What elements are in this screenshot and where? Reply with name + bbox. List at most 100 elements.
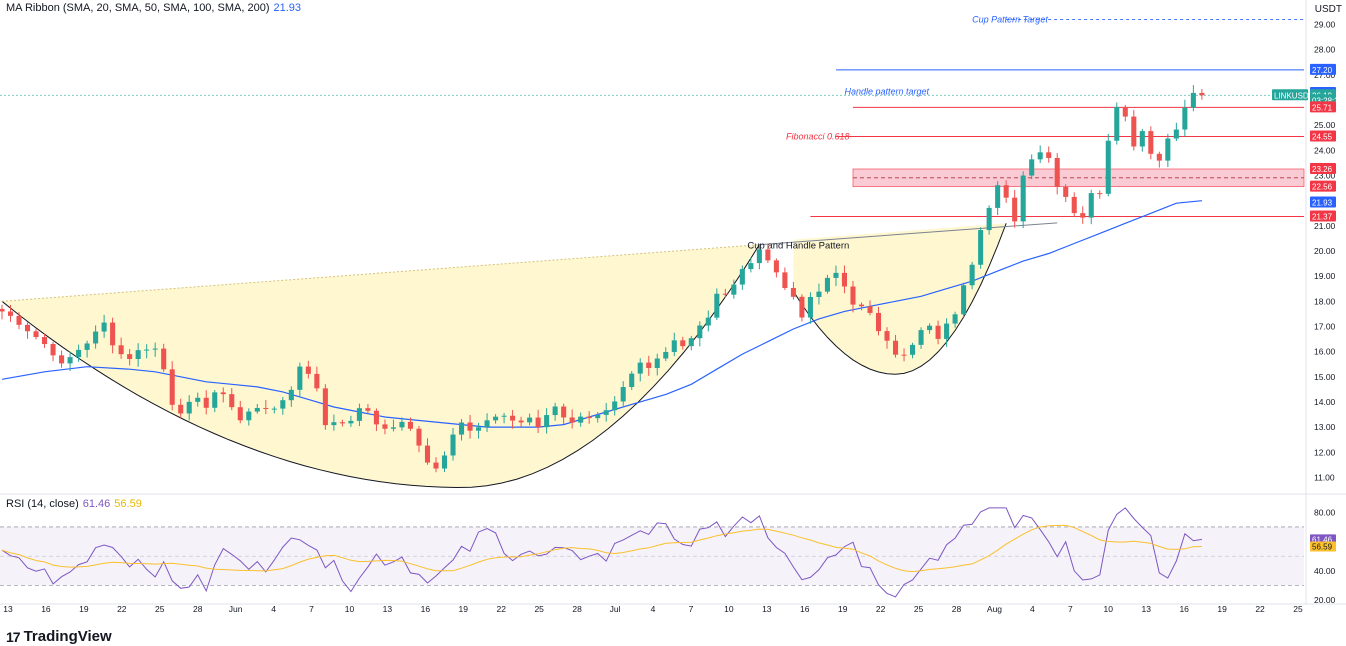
time-axis-label: 28: [952, 604, 962, 614]
candle-body: [680, 340, 686, 347]
candle-body: [407, 421, 414, 429]
candle-body: [867, 306, 873, 313]
candle-body: [314, 373, 320, 389]
candle-body: [773, 260, 779, 273]
candle-body: [654, 358, 660, 368]
candle-body: [263, 407, 269, 409]
ma-ribbon-legend[interactable]: MA Ribbon (SMA, 20, SMA, 50, SMA, 100, S…: [6, 2, 301, 14]
candle-body: [254, 407, 260, 412]
price-tag-label: 21.37: [1312, 213, 1333, 222]
candle-body: [986, 207, 992, 231]
candle-body: [952, 314, 958, 324]
rsi-axis-label: 80.00: [1314, 507, 1336, 517]
time-axis-label: 4: [651, 604, 656, 614]
time-axis-label: 16: [41, 604, 51, 614]
candle-body: [1020, 175, 1026, 222]
candle-body: [612, 401, 618, 411]
candle-body: [535, 417, 541, 428]
candle-body: [493, 416, 499, 421]
candle-body: [118, 345, 124, 355]
candle-body: [705, 317, 711, 326]
candle-body: [663, 351, 669, 359]
candle-body: [1114, 106, 1120, 141]
price-axis-label: 14.00: [1314, 397, 1336, 407]
time-axis-label: 22: [117, 604, 127, 614]
candle-body: [629, 373, 635, 388]
candle-body: [1063, 186, 1069, 197]
time-axis-label: 16: [800, 604, 810, 614]
price-axis-label: 20.00: [1314, 246, 1336, 256]
cup-rim-line: [1, 244, 760, 302]
candle-body: [1148, 131, 1154, 154]
rsi-legend-value: 61.46: [82, 498, 111, 510]
price-tag-label: 21.93: [1312, 198, 1333, 207]
candle-body: [7, 311, 14, 316]
candle-body: [476, 427, 482, 431]
tradingview-logo[interactable]: 17 TradingView: [6, 628, 112, 645]
candle-body: [1131, 116, 1137, 147]
candle-body: [59, 355, 65, 364]
ma-line: [1, 200, 1202, 428]
handle-curve: [792, 223, 1007, 375]
rsi-tag: [1310, 541, 1336, 552]
rsi-legend[interactable]: RSI (14, close) 61.46 56.59: [6, 498, 142, 510]
candle-body: [782, 272, 788, 288]
ma-legend-label: MA Ribbon (SMA, 20, SMA, 50, SMA, 100, S…: [6, 2, 270, 14]
price-tag: [1310, 63, 1336, 75]
candle-body: [1199, 92, 1205, 96]
candle-body: [969, 264, 975, 286]
candle-body: [978, 230, 984, 265]
candle-body: [1029, 159, 1035, 176]
candle-body: [816, 291, 822, 297]
time-axis-label: 7: [689, 604, 694, 614]
time-axis-label: Jun: [229, 604, 243, 614]
price-axis-label: 16.00: [1314, 347, 1336, 357]
candle-body: [731, 284, 737, 295]
candle-body: [927, 325, 933, 331]
time-axis-label: 19: [459, 604, 469, 614]
handle-target-label: Handle pattern target: [844, 86, 929, 96]
candles: [0, 85, 1205, 473]
time-axis-label: 7: [1068, 604, 1073, 614]
candle-body: [1054, 158, 1060, 187]
candle-body: [935, 325, 941, 339]
candle-body: [603, 410, 609, 415]
candle-body: [824, 277, 830, 292]
candle-body: [714, 293, 720, 318]
candle-body: [901, 354, 907, 356]
candle-body: [356, 408, 362, 421]
price-tag: [1310, 210, 1336, 222]
candle-body: [416, 428, 422, 446]
candle-body: [450, 434, 456, 456]
candle-body: [1105, 140, 1111, 194]
candle-body: [637, 362, 643, 374]
price-tag-label: 24.55: [1312, 133, 1333, 142]
rsi-line: [1, 507, 1202, 598]
candle-body: [305, 366, 311, 374]
tradingview-logo-text: TradingView: [23, 628, 112, 645]
price-tag-label: 25.71: [1312, 103, 1333, 112]
price-axis-label: 23.00: [1314, 171, 1336, 181]
rsi-tag-label: 61.46: [1312, 535, 1333, 544]
candle-body: [892, 340, 899, 355]
candle-body: [237, 407, 243, 421]
cup-target-label: Cup Pattern Target: [972, 15, 1048, 25]
candle-body: [424, 445, 431, 463]
cup-curve: [1, 244, 760, 489]
candle-body: [688, 338, 694, 347]
candle-body: [220, 392, 226, 395]
candle-body: [1088, 193, 1094, 218]
time-axis-label: 10: [345, 604, 355, 614]
tradingview-mark-icon: 17: [6, 628, 21, 645]
candle-body: [1122, 106, 1128, 117]
candle-body: [67, 357, 73, 364]
time-axis-label: 4: [271, 604, 276, 614]
candle-body: [586, 416, 592, 419]
time-axis-label: 28: [193, 604, 203, 614]
time-axis-label: 16: [421, 604, 431, 614]
candle-body: [765, 249, 771, 261]
candle-body: [799, 296, 805, 318]
time-axis-label: 13: [3, 604, 13, 614]
candle-body: [578, 416, 584, 423]
